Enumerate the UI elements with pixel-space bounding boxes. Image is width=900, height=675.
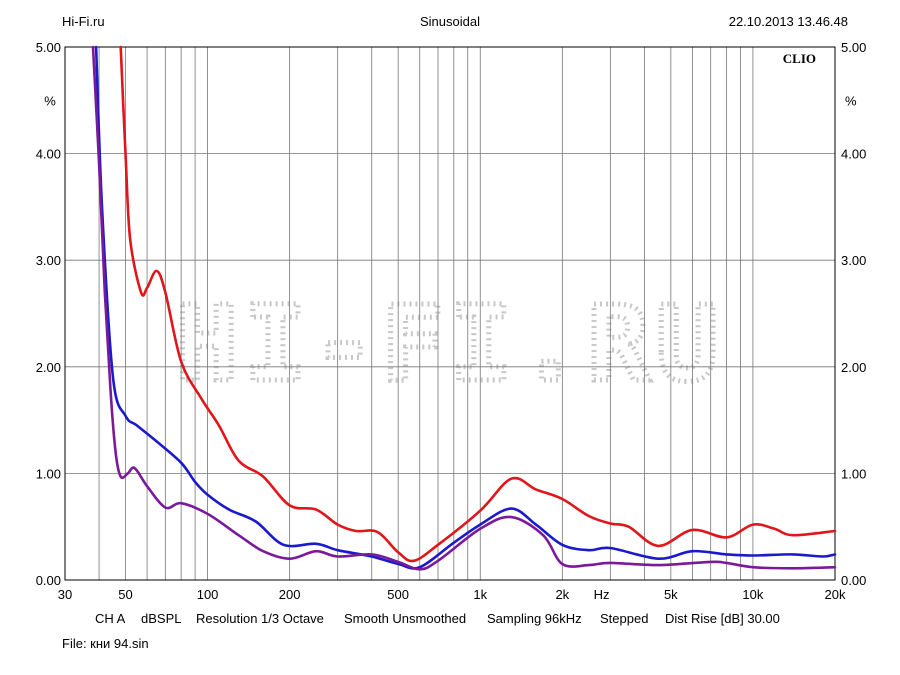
x-tick-label: 1k bbox=[473, 587, 487, 602]
y-tick-label-right: 3.00 bbox=[841, 253, 866, 268]
x-tick-label: 50 bbox=[118, 587, 132, 602]
y-tick-label-left: 2.00 bbox=[36, 360, 61, 375]
y-tick-label-left: 1.00 bbox=[36, 466, 61, 481]
x-tick-label: 10k bbox=[742, 587, 763, 602]
axis-labels: 0.00 0.00 1.00 1.00 2.00 2.00 3.00 3.00 4.00 4.00… bbox=[36, 40, 867, 602]
watermark: HI-FI.RU bbox=[173, 281, 725, 408]
settings-channel: CH A bbox=[95, 611, 126, 626]
header-site: Hi-Fi.ru bbox=[62, 14, 105, 29]
settings-resolution: Resolution 1/3 Octave bbox=[196, 611, 324, 626]
x-tick-label: 30 bbox=[58, 587, 72, 602]
y-tick-label-right: 5.00 bbox=[841, 40, 866, 55]
header-timestamp: 22.10.2013 13.46.48 bbox=[728, 14, 848, 29]
x-tick-label: 20k bbox=[825, 587, 846, 602]
y-unit-label-left: % bbox=[44, 93, 56, 108]
y-tick-label-right: 2.00 bbox=[841, 360, 866, 375]
y-tick-label-right: 4.00 bbox=[841, 147, 866, 162]
watermark-text: HI-FI.RU bbox=[176, 283, 725, 405]
file-name: File: кни 94.sin bbox=[62, 636, 149, 651]
y-tick-label-left: 0.00 bbox=[36, 573, 61, 588]
brand-label: CLIO bbox=[783, 51, 816, 66]
header-measurement-type: Sinusoidal bbox=[420, 14, 480, 29]
x-tick-label: 100 bbox=[197, 587, 219, 602]
y-tick-label-right: 1.00 bbox=[841, 466, 866, 481]
x-unit-label: Hz bbox=[594, 587, 610, 602]
settings-sampling: Sampling 96kHz bbox=[487, 611, 582, 626]
series-line-3 bbox=[91, 45, 837, 571]
settings-stepping: Stepped bbox=[600, 611, 649, 626]
settings-dist-rise: Dist Rise [dB] 30.00 bbox=[665, 611, 780, 626]
x-tick-label: 200 bbox=[279, 587, 301, 602]
settings-unit: dBSPL bbox=[141, 611, 182, 626]
y-unit-label-right: % bbox=[845, 93, 857, 108]
x-tick-label: 500 bbox=[387, 587, 409, 602]
settings-smoothing: Smooth Unsmoothed bbox=[344, 611, 467, 626]
y-tick-label-left: 5.00 bbox=[36, 40, 61, 55]
plot-border bbox=[64, 46, 836, 581]
series-line-2 bbox=[94, 45, 837, 570]
y-tick-label-right: 0.00 bbox=[841, 573, 866, 588]
x-tick-label: 5k bbox=[664, 587, 678, 602]
series-line-1 bbox=[119, 45, 837, 563]
y-tick-label-left: 4.00 bbox=[36, 147, 61, 162]
x-tick-label: 2k bbox=[555, 587, 569, 602]
y-tick-label-left: 3.00 bbox=[36, 253, 61, 268]
series-layer bbox=[91, 45, 837, 571]
